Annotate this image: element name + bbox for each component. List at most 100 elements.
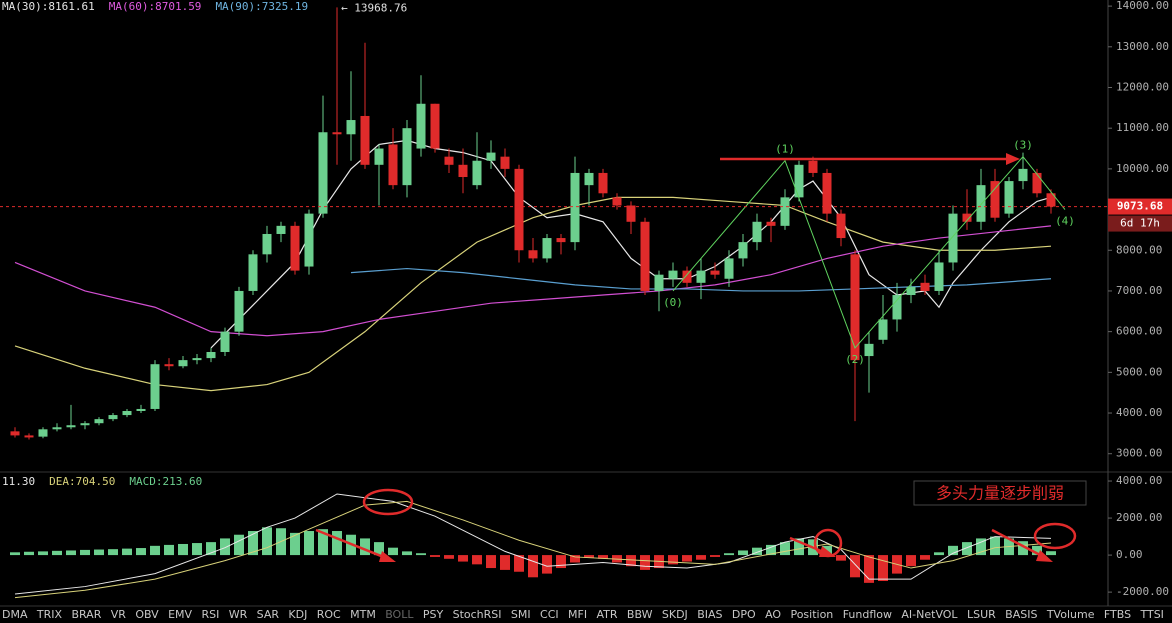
y-tick-label: -2000.00 [1116,585,1169,598]
indicator-tab[interactable]: WR [228,608,248,621]
candle-body [164,364,174,367]
legend-entry: DEA:704.50 [49,475,115,488]
macd-bar [976,538,986,556]
candle-body [738,242,748,259]
indicator-tab[interactable]: RSI [201,608,220,621]
candle-body [346,120,356,135]
wave-line [672,155,1066,349]
indicator-tab[interactable]: ATR [596,608,618,621]
y-tick-label: 14000.00 [1116,0,1169,12]
indicator-tab[interactable]: BASIS [1005,608,1038,621]
indicator-tab[interactable]: BIAS [697,608,723,621]
indicator-tab[interactable]: AI-NetVOL [901,608,958,621]
macd-bar [878,555,888,582]
macd-bar [458,555,468,562]
indicator-tab[interactable]: BOLL [385,608,414,621]
annotations [315,153,1077,562]
indicator-tab[interactable]: OBV [135,608,159,621]
candle-body [290,225,300,271]
indicator-tab[interactable]: TRIX [36,608,63,621]
macd-bar [696,555,706,560]
highlight-ellipse [1033,522,1077,550]
macd-bar [24,551,34,556]
indicator-tab[interactable]: PSY [422,608,444,621]
candle-body [1046,193,1056,207]
indicator-tab[interactable]: DPO [731,608,756,621]
y-tick-label: 2000.00 [1116,511,1162,524]
candle-body [318,132,328,214]
macd-bar [682,555,692,562]
candle-body [598,172,608,194]
macd-bar [234,534,244,556]
candle-body [990,181,1000,218]
y-tick-label: 8000.00 [1116,243,1162,256]
indicator-tab[interactable]: BBW [626,608,653,621]
indicator-tab[interactable]: BRAR [71,608,102,621]
indicator-tab[interactable]: MFI [568,608,588,621]
macd-bar [178,543,188,556]
candle-body [976,185,986,222]
macd-bar [766,544,776,556]
indicator-tab[interactable]: StochRSI [452,608,502,621]
y-tick-label: 4000.00 [1116,406,1162,419]
candle-body [948,213,958,263]
macd-bar [990,536,1000,556]
indicator-tab[interactable]: FTBS [1103,608,1132,621]
macd-bar [738,550,748,556]
candle-body [1032,172,1042,194]
macd-bar [948,545,958,556]
wave-label: (1) [775,143,795,156]
indicator-tab[interactable]: MTM [350,608,376,621]
indicator-tab[interactable]: SAR [256,608,280,621]
indicator-tab[interactable]: TTSI [1140,608,1164,621]
y-tick-label: 6000.00 [1116,325,1162,338]
macd-bar [472,555,482,565]
candle-body [1004,181,1014,214]
candle-body [794,164,804,198]
indicator-tab[interactable]: ROC [316,608,341,621]
y-tick-label: 10000.00 [1116,162,1169,175]
macd-bar [794,538,804,556]
indicator-tab[interactable]: TVolume [1046,608,1095,621]
candle-body [752,221,762,243]
indicator-tab[interactable]: SMI [510,608,531,621]
indicator-tab[interactable]: EMV [168,608,193,621]
macd-bar [304,531,314,556]
indicator-tab[interactable]: DMA [2,608,28,621]
macd-bar [598,555,608,559]
indicator-tab[interactable]: VR [110,608,126,621]
candle-body [304,213,314,267]
moving-average [350,267,1052,292]
candle-body [374,148,384,165]
candle-body [192,358,202,361]
indicator-tab[interactable]: CCI [540,608,559,621]
indicator-tab[interactable]: SKDJ [661,608,688,621]
arrow-head [1036,550,1053,562]
candle-body [878,319,888,340]
macd-bar [542,555,552,574]
candle-body [584,172,594,186]
indicator-tab[interactable]: Fundflow [842,608,892,621]
macd-bar [262,527,272,556]
candle-body [388,144,398,186]
legend-entry: MA(90):7325.19 [215,0,308,13]
indicator-tab[interactable]: AO [765,608,782,621]
macd-panel: -2000.00 0.00 2000.00 4000.00 11.30 DEA:704.5… [2,474,1169,599]
legend-entry: MA(60):8701.59 [109,0,202,13]
legend-entry: 11.30 [2,475,35,488]
macd-bar [444,555,454,559]
indicator-tab[interactable]: Position [790,608,834,621]
macd-bar [122,548,132,556]
indicator-tab[interactable]: KDJ [288,608,308,621]
macd-bar [10,552,20,556]
macd-bar [752,547,762,556]
candle-body [122,410,132,416]
indicator-tab[interactable]: LSUR [966,608,996,621]
macd-bar [416,553,426,556]
candle-body [864,343,874,357]
candle-body [80,423,90,426]
macd-bar [52,550,62,556]
macd-bar [248,531,258,556]
candle-body [570,172,580,243]
